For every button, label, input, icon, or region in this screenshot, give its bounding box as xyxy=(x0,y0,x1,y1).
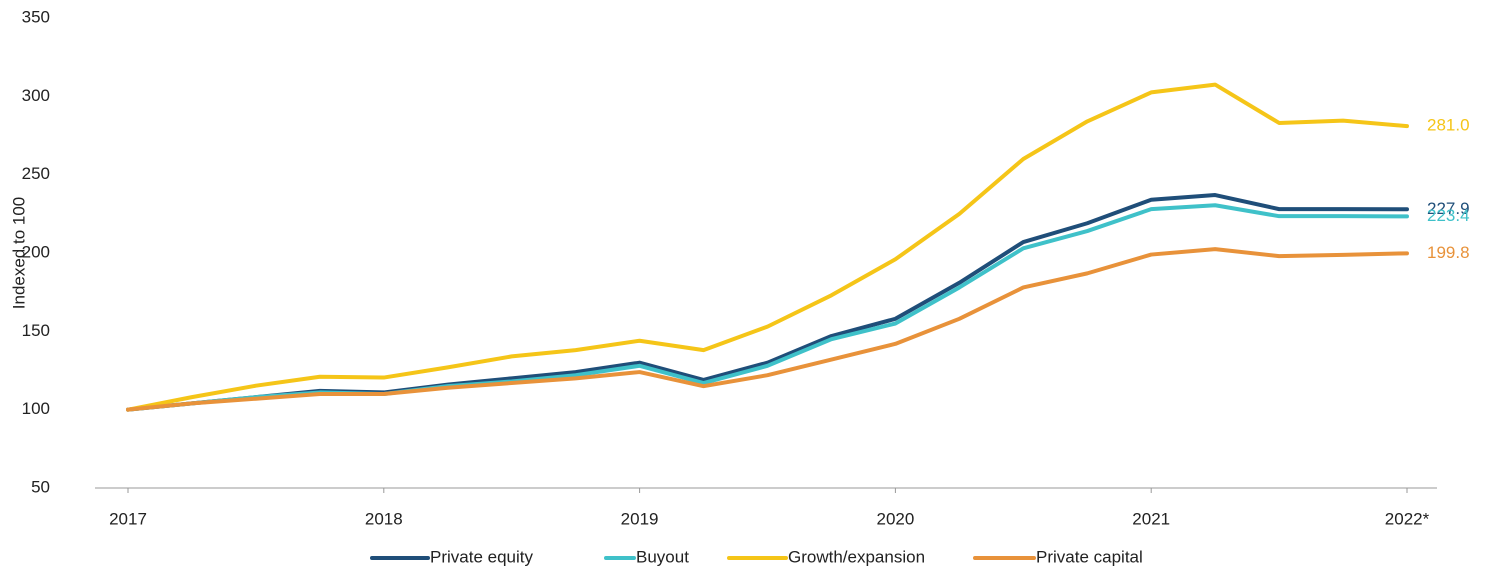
value-label: 223.4 xyxy=(1427,206,1470,225)
x-tick-label: 2018 xyxy=(365,509,403,528)
series-line xyxy=(126,247,1409,412)
value-label: 199.8 xyxy=(1427,243,1470,262)
y-tick-label: 350 xyxy=(22,7,50,26)
legend-label: Private equity xyxy=(430,547,533,566)
y-tick-label: 200 xyxy=(22,242,50,261)
series-line xyxy=(126,82,1409,412)
y-tick-label: 150 xyxy=(22,321,50,340)
y-tick-label: 50 xyxy=(31,477,50,496)
x-tick-label: 2020 xyxy=(876,509,914,528)
y-tick-label: 250 xyxy=(22,164,50,183)
series-line xyxy=(126,203,1409,412)
value-label: 281.0 xyxy=(1427,116,1470,135)
y-axis-title: Indexed to 100 xyxy=(9,197,28,309)
value-label: 227.9 xyxy=(1427,199,1470,218)
legend-label: Private capital xyxy=(1036,547,1143,566)
legend-label: Buyout xyxy=(636,547,689,566)
x-tick-label: 2021 xyxy=(1132,509,1170,528)
x-tick-label: 2022* xyxy=(1385,509,1430,528)
y-tick-label: 100 xyxy=(22,399,50,418)
x-tick-label: 2017 xyxy=(109,509,147,528)
x-tick-label: 2019 xyxy=(621,509,659,528)
y-tick-label: 300 xyxy=(22,86,50,105)
legend-label: Growth/expansion xyxy=(788,547,925,566)
